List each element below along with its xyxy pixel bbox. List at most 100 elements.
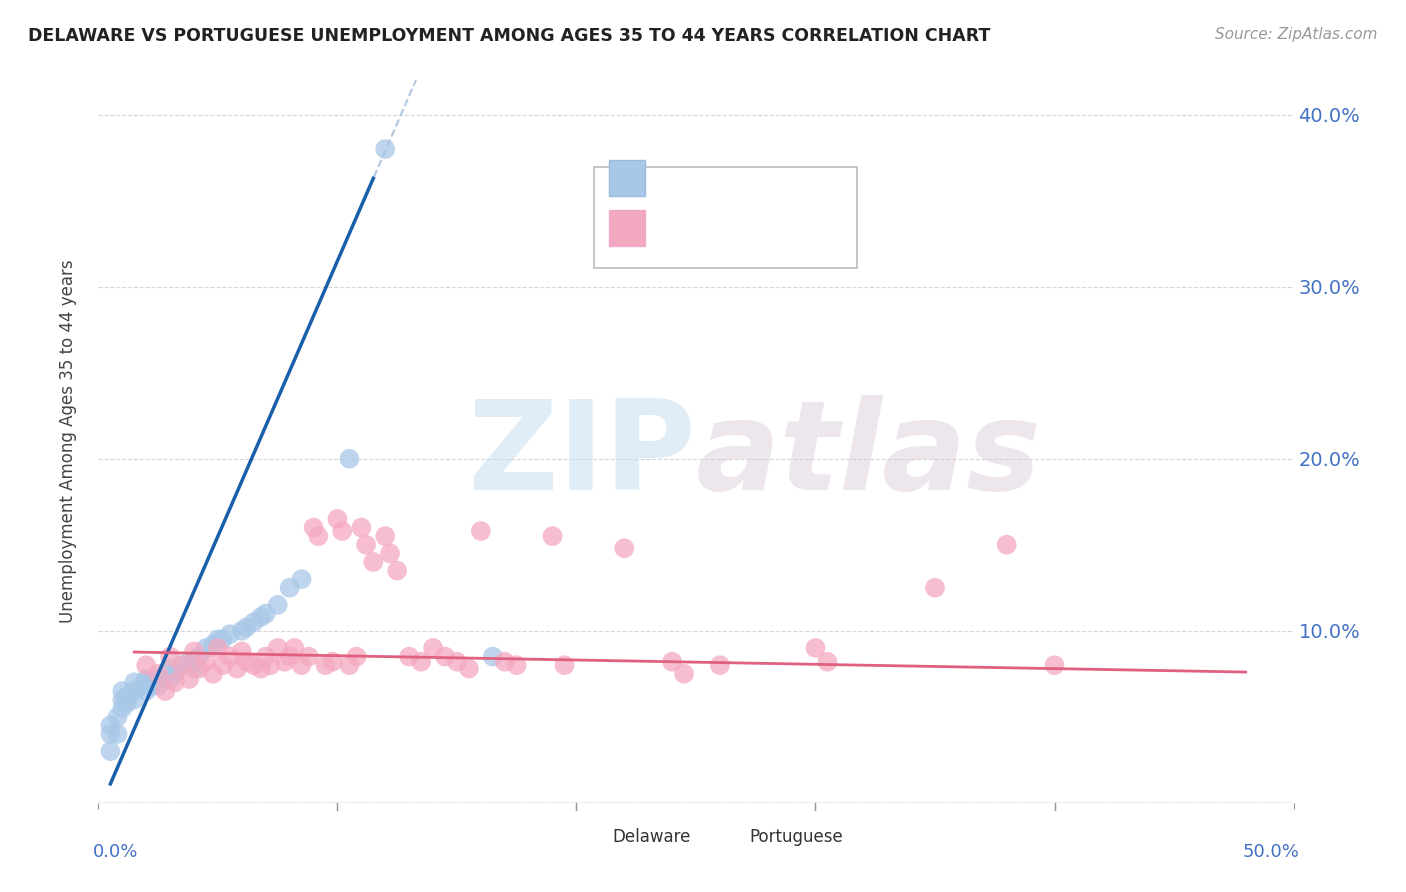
Point <box>219 649 242 664</box>
Point <box>554 658 576 673</box>
Point <box>148 679 170 693</box>
Point <box>254 649 277 664</box>
Point <box>506 658 529 673</box>
Point <box>326 512 349 526</box>
Point <box>98 744 122 758</box>
Point <box>291 572 314 586</box>
Point <box>163 666 186 681</box>
Point <box>187 662 209 676</box>
Point <box>111 701 134 715</box>
Text: N = 61: N = 61 <box>772 223 845 242</box>
FancyBboxPatch shape <box>571 822 605 852</box>
Point <box>274 655 297 669</box>
Point <box>159 649 181 664</box>
Point <box>243 615 266 630</box>
Point <box>107 710 129 724</box>
Point <box>374 529 396 543</box>
Point <box>259 658 281 673</box>
Point <box>107 727 129 741</box>
Text: atlas: atlas <box>696 395 1042 516</box>
Point <box>111 692 134 706</box>
Text: 0.0%: 0.0% <box>93 843 138 861</box>
Point <box>131 679 153 693</box>
Point <box>172 658 194 673</box>
Point <box>98 718 122 732</box>
Point <box>179 655 201 669</box>
Point <box>298 649 321 664</box>
Point <box>385 564 409 578</box>
Point <box>302 520 325 534</box>
Point <box>278 581 301 595</box>
Point <box>148 672 170 686</box>
Point <box>398 649 420 664</box>
Point <box>115 696 138 710</box>
Point <box>709 658 731 673</box>
Point <box>207 632 229 647</box>
Point <box>124 675 146 690</box>
Point <box>219 627 242 641</box>
Point <box>183 644 205 658</box>
Point <box>226 662 249 676</box>
Point <box>135 672 157 686</box>
Point <box>211 632 233 647</box>
FancyBboxPatch shape <box>609 211 644 246</box>
Point <box>339 451 361 466</box>
Point <box>458 662 481 676</box>
Text: Portuguese: Portuguese <box>749 828 844 846</box>
Point <box>195 640 218 655</box>
Point <box>250 662 273 676</box>
Point <box>330 524 353 538</box>
Point <box>374 142 396 156</box>
Point <box>135 658 157 673</box>
Point <box>494 655 516 669</box>
Y-axis label: Unemployment Among Ages 35 to 44 years: Unemployment Among Ages 35 to 44 years <box>59 260 77 624</box>
Point <box>481 649 505 664</box>
Point <box>815 655 838 669</box>
Point <box>1043 658 1066 673</box>
FancyBboxPatch shape <box>595 167 858 268</box>
Point <box>250 610 273 624</box>
Text: ZIP: ZIP <box>467 395 696 516</box>
Point <box>135 684 157 698</box>
Point <box>995 538 1018 552</box>
Point <box>315 658 337 673</box>
Point <box>804 640 827 655</box>
FancyBboxPatch shape <box>709 822 741 852</box>
Point <box>211 658 233 673</box>
Point <box>231 624 253 638</box>
Point <box>322 655 344 669</box>
Point <box>661 655 683 669</box>
Point <box>350 520 373 534</box>
Point <box>124 692 146 706</box>
Point <box>235 620 257 634</box>
Point <box>339 658 361 673</box>
Point <box>172 658 194 673</box>
Point <box>207 640 229 655</box>
Point <box>163 675 186 690</box>
Point <box>98 727 122 741</box>
Point <box>278 649 301 664</box>
Point <box>541 529 564 543</box>
Point <box>235 655 257 669</box>
Point <box>187 649 209 664</box>
Point <box>243 658 266 673</box>
Point <box>363 555 385 569</box>
Point <box>231 644 253 658</box>
Point <box>267 640 290 655</box>
Point <box>267 598 290 612</box>
Point <box>202 666 225 681</box>
Text: R = 0.702: R = 0.702 <box>657 174 755 194</box>
Point <box>115 689 138 703</box>
Point <box>254 607 277 621</box>
Point <box>411 655 433 669</box>
Text: DELAWARE VS PORTUGUESE UNEMPLOYMENT AMONG AGES 35 TO 44 YEARS CORRELATION CHART: DELAWARE VS PORTUGUESE UNEMPLOYMENT AMON… <box>28 27 990 45</box>
Text: N = 45: N = 45 <box>772 174 845 194</box>
Point <box>135 675 157 690</box>
Text: R = -0.121: R = -0.121 <box>657 223 762 242</box>
Point <box>202 638 225 652</box>
Point <box>346 649 368 664</box>
Point <box>613 541 636 556</box>
Point <box>183 662 205 676</box>
Point <box>446 655 468 669</box>
Point <box>434 649 457 664</box>
